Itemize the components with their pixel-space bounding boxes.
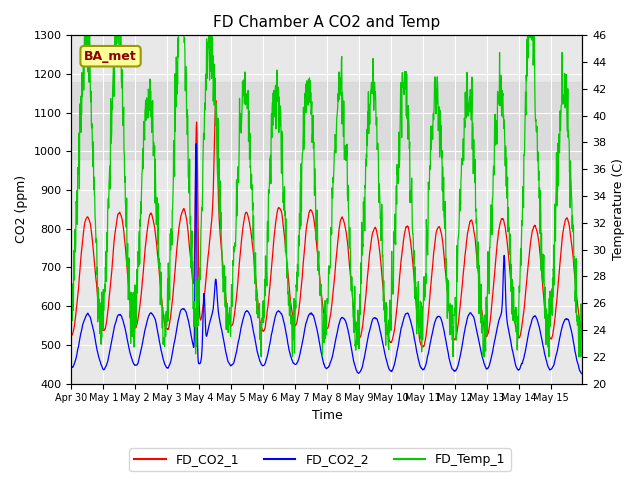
Line: FD_CO2_1: FD_CO2_1 bbox=[72, 101, 582, 347]
FD_Temp_1 bbox=[314, 267, 322, 273]
FD_Temp_1 bbox=[523, 78, 531, 84]
Line: FD_Temp_1: FD_Temp_1 bbox=[72, 36, 582, 357]
Bar bbox=[72, 82, 582, 159]
FD_Temp_1 bbox=[448, 321, 456, 326]
FD_CO2_2 bbox=[572, 354, 580, 360]
FD_Temp_1 bbox=[81, 33, 88, 38]
FD_Temp_1 bbox=[573, 312, 580, 317]
FD_CO2_1 bbox=[147, 211, 155, 217]
FD_CO2_1 bbox=[573, 292, 580, 298]
FD_CO2_2 bbox=[68, 364, 76, 370]
Text: BA_met: BA_met bbox=[84, 50, 137, 63]
FD_CO2_2 bbox=[304, 315, 312, 321]
FD_Temp_1 bbox=[257, 354, 265, 360]
FD_CO2_1 bbox=[314, 250, 321, 255]
Y-axis label: Temperature (C): Temperature (C) bbox=[612, 158, 625, 260]
FD_Temp_1 bbox=[148, 130, 156, 135]
FD_CO2_1 bbox=[419, 344, 426, 350]
Y-axis label: CO2 (ppm): CO2 (ppm) bbox=[15, 175, 28, 243]
FD_Temp_1 bbox=[304, 102, 312, 108]
FD_CO2_2 bbox=[314, 329, 321, 335]
Legend: FD_CO2_1, FD_CO2_2, FD_Temp_1: FD_CO2_1, FD_CO2_2, FD_Temp_1 bbox=[129, 448, 511, 471]
FD_CO2_2 bbox=[579, 371, 586, 377]
FD_CO2_1 bbox=[212, 98, 220, 104]
Line: FD_CO2_2: FD_CO2_2 bbox=[72, 144, 582, 374]
FD_CO2_2 bbox=[447, 363, 455, 369]
FD_CO2_1 bbox=[579, 328, 586, 334]
FD_CO2_2 bbox=[147, 310, 155, 316]
FD_CO2_2 bbox=[192, 141, 200, 146]
FD_CO2_2 bbox=[522, 343, 530, 349]
FD_CO2_1 bbox=[304, 216, 312, 222]
FD_CO2_1 bbox=[448, 329, 456, 335]
FD_Temp_1 bbox=[68, 331, 76, 337]
FD_CO2_1 bbox=[68, 332, 76, 338]
X-axis label: Time: Time bbox=[312, 409, 342, 422]
FD_CO2_2 bbox=[579, 371, 586, 377]
FD_CO2_1 bbox=[523, 279, 531, 285]
Title: FD Chamber A CO2 and Temp: FD Chamber A CO2 and Temp bbox=[213, 15, 440, 30]
FD_Temp_1 bbox=[579, 337, 586, 343]
